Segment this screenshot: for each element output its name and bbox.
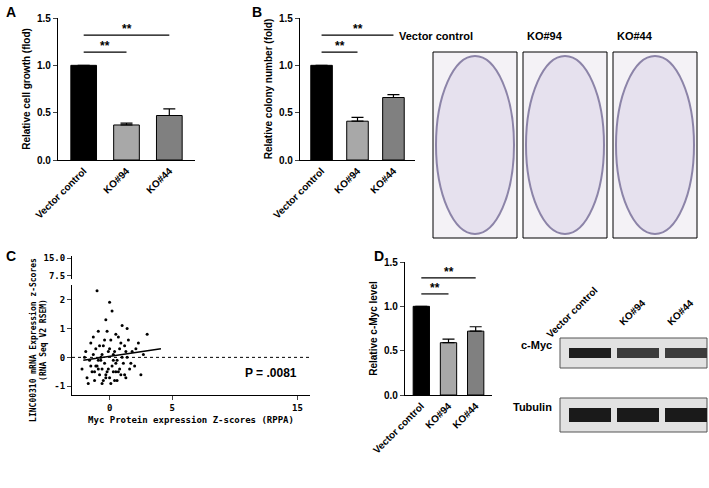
svg-text:Relative colony number (fold): Relative colony number (fold) [263, 19, 274, 160]
svg-text:D: D [374, 248, 384, 264]
svg-text:KO#94: KO#94 [423, 400, 453, 430]
svg-text:5: 5 [169, 403, 174, 413]
svg-text:0.0: 0.0 [37, 155, 51, 166]
svg-text:Vector control: Vector control [271, 165, 326, 220]
svg-text:KO#44: KO#44 [368, 165, 398, 195]
svg-text:Myc Protein expression Z-score: Myc Protein expression Z-scores (RPPA) [88, 415, 294, 425]
svg-text:1.5: 1.5 [384, 257, 398, 268]
svg-text:0: 0 [107, 403, 112, 413]
svg-text:2: 2 [60, 295, 65, 305]
svg-text:Vector control: Vector control [33, 165, 88, 220]
svg-text:A: A [6, 4, 16, 20]
svg-text:1: 1 [60, 324, 65, 334]
svg-text:KO#44: KO#44 [617, 30, 653, 42]
svg-text:Vector control: Vector control [399, 30, 473, 42]
svg-text:KO#94: KO#94 [101, 165, 131, 195]
svg-text:KO#44: KO#44 [450, 400, 480, 430]
svg-text:Relative c-Myc level: Relative c-Myc level [368, 281, 379, 376]
svg-text:**: ** [444, 265, 454, 279]
svg-text:B: B [252, 4, 262, 20]
svg-text:Relative cell growth (flod): Relative cell growth (flod) [21, 28, 32, 150]
svg-text:KO#94: KO#94 [617, 297, 647, 327]
svg-text:0.5: 0.5 [384, 345, 398, 356]
svg-text:1.0: 1.0 [37, 60, 51, 71]
svg-text:1.0: 1.0 [384, 301, 398, 312]
svg-text:KO#94: KO#94 [527, 30, 563, 42]
svg-text:15: 15 [292, 403, 303, 413]
svg-text:-1: -1 [54, 381, 65, 391]
svg-text:LINC00310 mRNA Expression z-Sc: LINC00310 mRNA Expression z-Scores(RNA S… [28, 258, 48, 422]
svg-text:**: ** [353, 22, 363, 36]
svg-text:15.0: 15.0 [44, 253, 66, 263]
svg-text:1.5: 1.5 [279, 13, 293, 24]
svg-text:7.5: 7.5 [49, 271, 65, 281]
svg-text:Vector control: Vector control [544, 285, 599, 340]
svg-text:1.5: 1.5 [37, 13, 51, 24]
svg-text:C: C [6, 248, 16, 264]
svg-text:0.5: 0.5 [279, 107, 293, 118]
svg-text:KO#94: KO#94 [332, 165, 362, 195]
svg-text:0.0: 0.0 [279, 155, 293, 166]
svg-text:0: 0 [60, 353, 65, 363]
svg-text:**: ** [335, 39, 345, 53]
svg-text:Tubulin: Tubulin [513, 401, 552, 413]
svg-text:P = .0081: P = .0081 [245, 366, 297, 380]
svg-text:**: ** [430, 281, 440, 295]
svg-text:0.0: 0.0 [384, 390, 398, 401]
svg-text:KO#44: KO#44 [144, 165, 174, 195]
svg-text:0.5: 0.5 [37, 107, 51, 118]
svg-text:Vector control: Vector control [371, 400, 426, 455]
svg-text:c-Myc: c-Myc [521, 339, 552, 351]
svg-text:**: ** [122, 22, 132, 36]
svg-text:1.0: 1.0 [279, 60, 293, 71]
svg-text:**: ** [100, 39, 110, 53]
svg-text:KO#44: KO#44 [665, 297, 695, 327]
